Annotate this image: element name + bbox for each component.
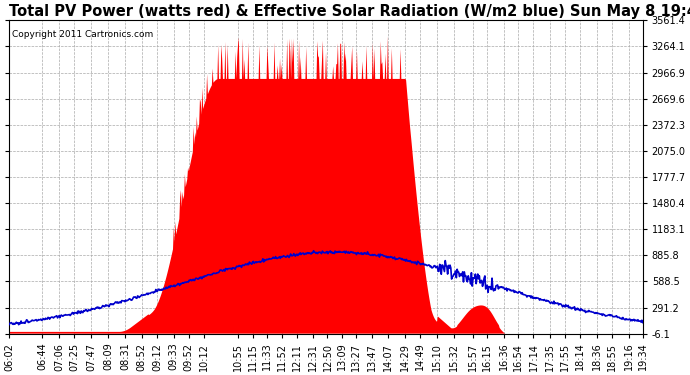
Text: Copyright 2011 Cartronics.com: Copyright 2011 Cartronics.com — [12, 30, 154, 39]
Text: Total PV Power (watts red) & Effective Solar Radiation (W/m2 blue) Sun May 8 19:: Total PV Power (watts red) & Effective S… — [9, 4, 690, 19]
